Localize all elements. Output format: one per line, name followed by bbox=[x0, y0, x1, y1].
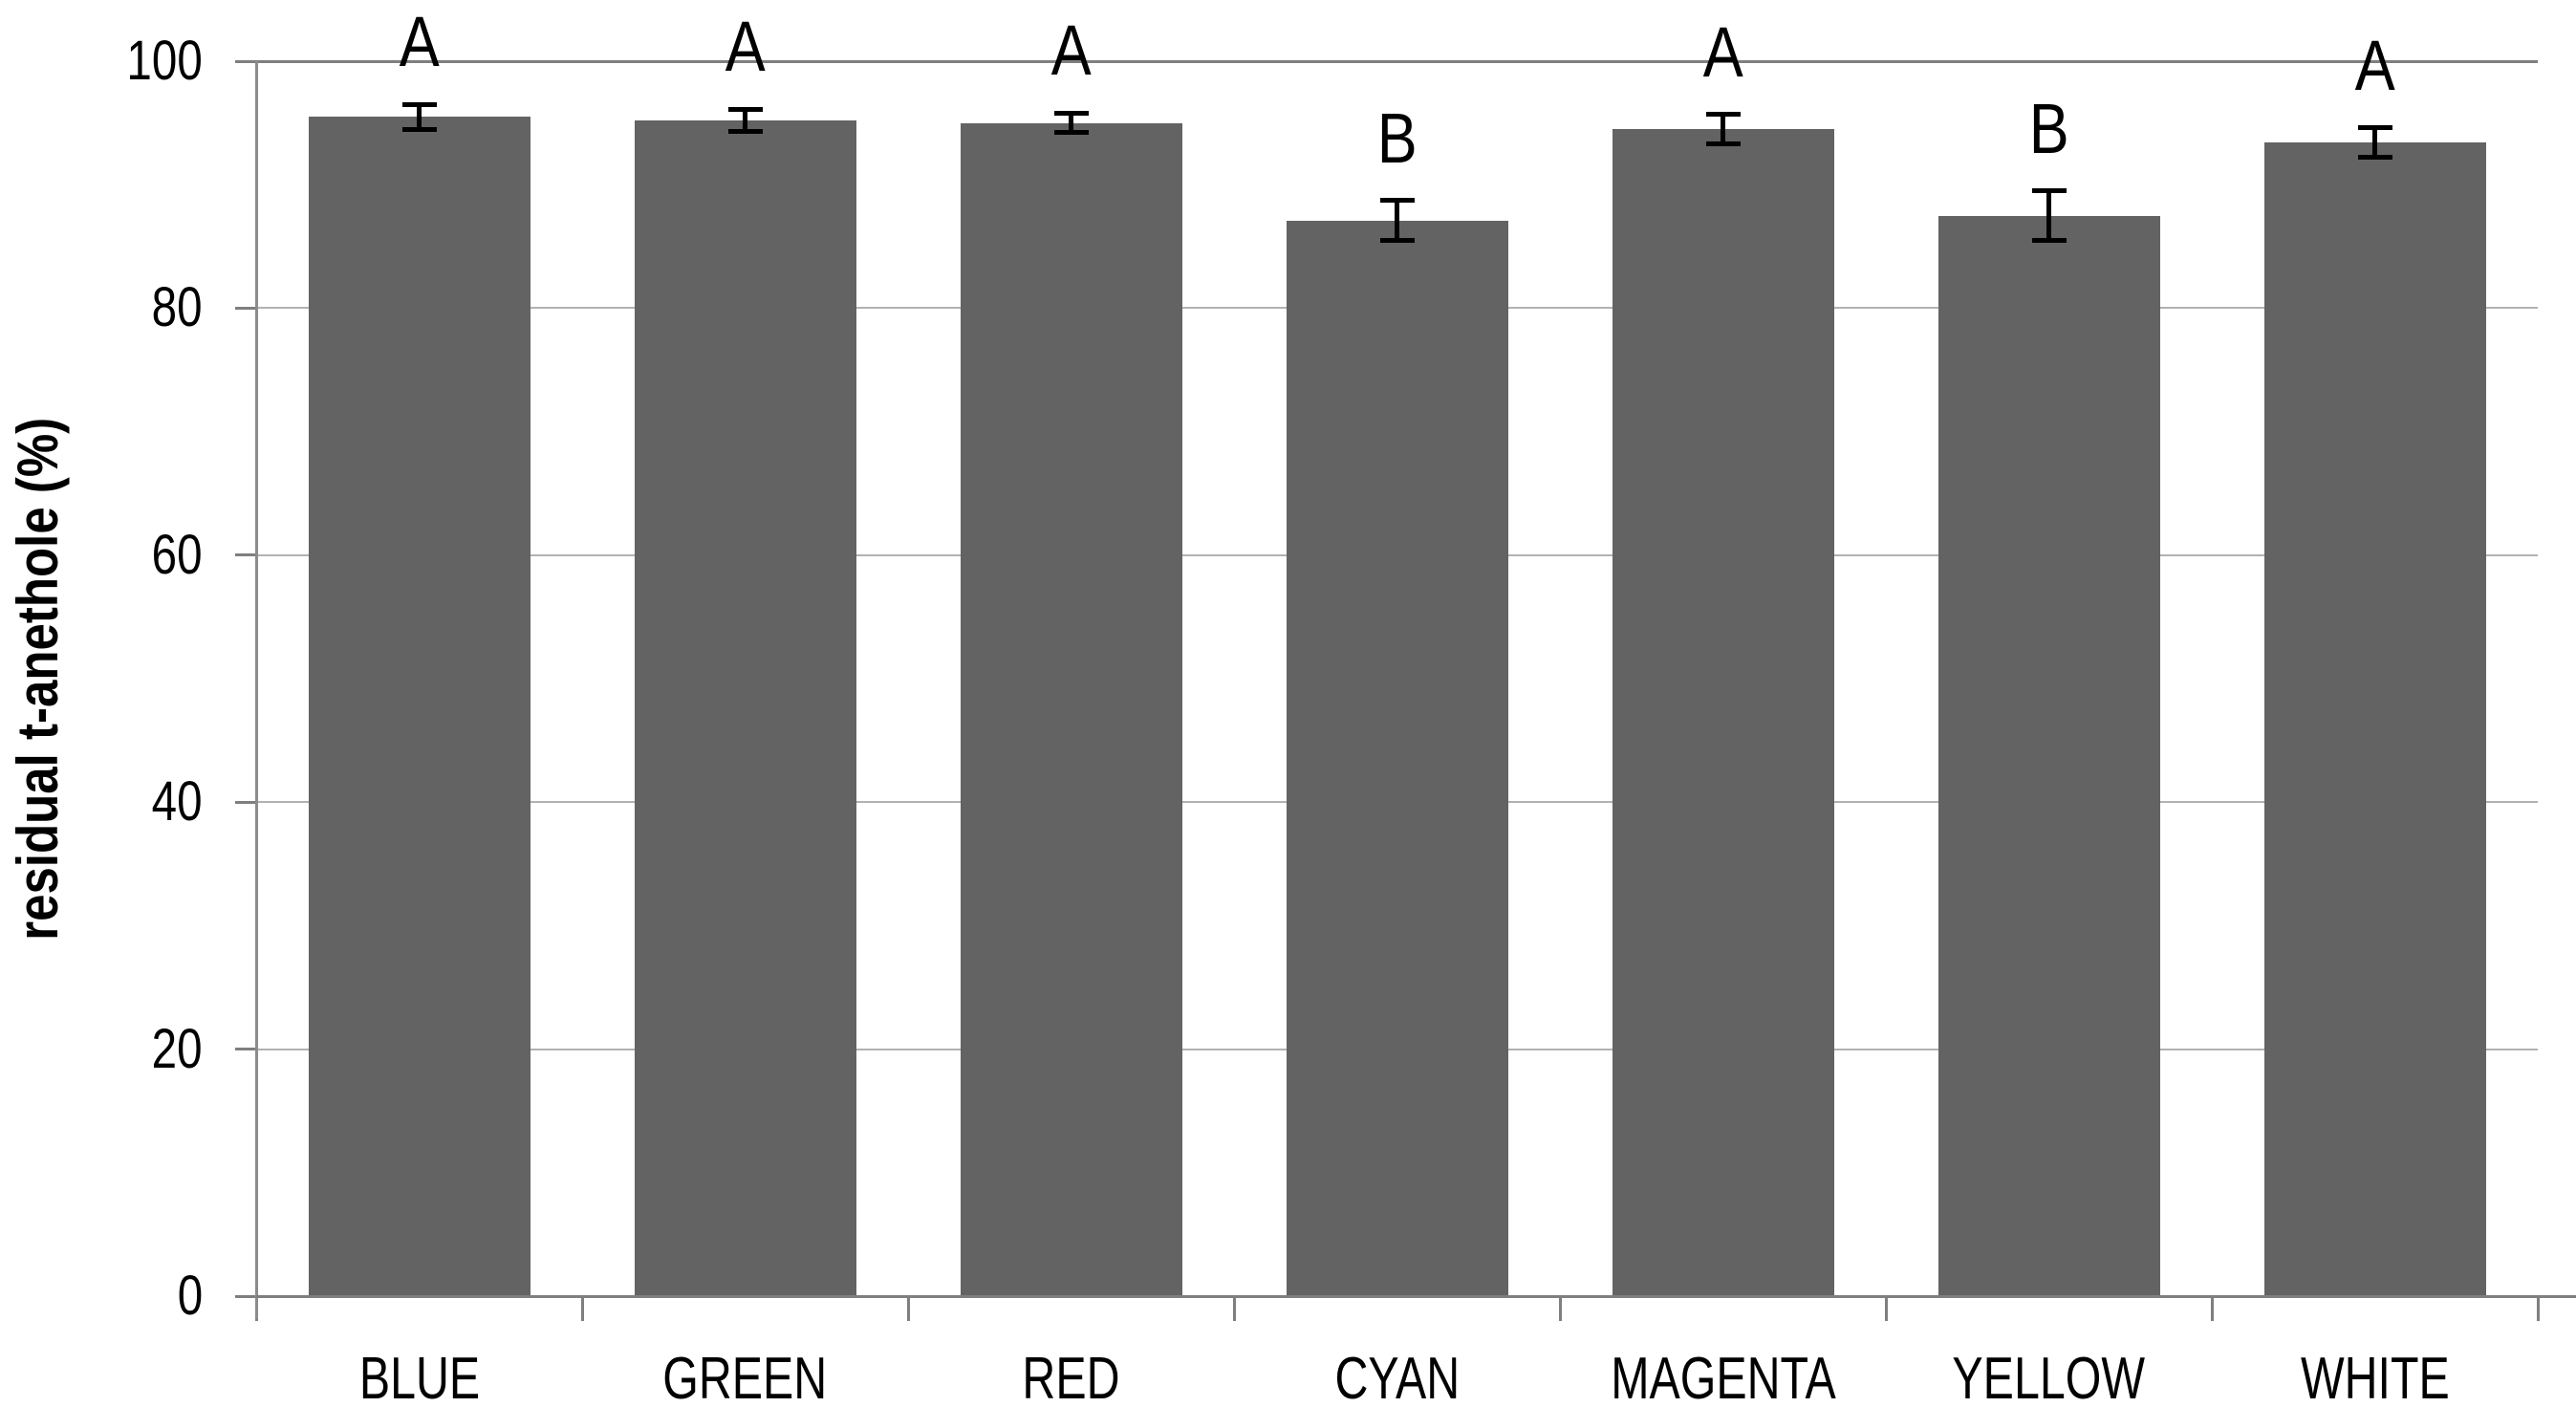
significance-letter-yellow: B bbox=[1886, 88, 2212, 168]
error-bar-cap-bottom-magenta bbox=[1705, 141, 1741, 147]
significance-letter-text: A bbox=[1702, 11, 1743, 92]
bar-white bbox=[2263, 142, 2486, 1296]
error-bar-cap-bottom-blue bbox=[401, 126, 437, 132]
significance-letter-magenta: A bbox=[1560, 11, 1886, 92]
error-bar-cap-top-white bbox=[2357, 125, 2392, 131]
error-bar-cap-bottom-cyan bbox=[1379, 237, 1415, 243]
error-bar-cap-bottom-red bbox=[1053, 130, 1089, 136]
bar-yellow bbox=[1937, 215, 2160, 1296]
significance-letter-text: A bbox=[2354, 25, 2395, 105]
y-tick-mark-20 bbox=[235, 1048, 256, 1051]
x-tick-label-text: YELLOW bbox=[1952, 1346, 2146, 1407]
y-tick-label-0: 0 bbox=[0, 1264, 203, 1329]
y-tick-label-text: 80 bbox=[152, 276, 203, 339]
significance-letter-text: B bbox=[1376, 97, 1418, 178]
x-tick-mark-5 bbox=[1884, 1296, 1888, 1321]
significance-letter-cyan: B bbox=[1234, 97, 1560, 178]
error-bar-cap-bottom-yellow bbox=[2031, 237, 2067, 243]
error-bar-line-green bbox=[743, 109, 747, 132]
x-tick-mark-1 bbox=[580, 1296, 584, 1321]
y-axis-title: residual t-anethole (%) bbox=[2, 10, 75, 1348]
significance-letter-red: A bbox=[908, 13, 1234, 88]
bar-green bbox=[634, 120, 856, 1296]
error-bar-line-cyan bbox=[1395, 200, 1399, 241]
y-axis-title-text: residual t-anethole (%) bbox=[6, 417, 70, 941]
y-tick-label-40: 40 bbox=[0, 769, 203, 834]
y-tick-label-text: 20 bbox=[152, 1017, 203, 1080]
y-tick-mark-100 bbox=[235, 59, 256, 63]
x-tick-mark-3 bbox=[1232, 1296, 1236, 1321]
x-tick-label-red: RED bbox=[908, 1346, 1234, 1407]
x-tick-label-blue: BLUE bbox=[256, 1346, 582, 1407]
x-axis-line bbox=[256, 1294, 2576, 1298]
x-tick-label-cyan: CYAN bbox=[1234, 1346, 1560, 1407]
x-tick-label-text: MAGENTA bbox=[1610, 1346, 1836, 1407]
error-bar-line-yellow bbox=[2046, 190, 2051, 241]
y-tick-label-100: 100 bbox=[0, 29, 203, 94]
y-tick-mark-80 bbox=[235, 306, 256, 310]
y-tick-label-60: 60 bbox=[0, 523, 203, 588]
x-tick-label-white: WHITE bbox=[2212, 1346, 2538, 1407]
error-bar-line-red bbox=[1069, 113, 1073, 133]
x-tick-label-text: WHITE bbox=[2300, 1346, 2450, 1407]
y-tick-mark-60 bbox=[235, 553, 256, 557]
y-tick-mark-40 bbox=[235, 800, 256, 804]
bar-red bbox=[960, 122, 1182, 1296]
x-tick-label-text: GREEN bbox=[662, 1346, 828, 1407]
gridline-y-100 bbox=[256, 59, 2538, 63]
bar-magenta bbox=[1612, 129, 1834, 1296]
significance-letter-blue: A bbox=[256, 5, 582, 79]
significance-letter-text: B bbox=[2028, 88, 2069, 168]
x-tick-label-text: CYAN bbox=[1334, 1346, 1460, 1407]
significance-letter-text: A bbox=[399, 2, 440, 82]
error-bar-cap-top-cyan bbox=[1379, 198, 1415, 204]
error-bar-line-blue bbox=[417, 104, 422, 130]
x-tick-label-green: GREEN bbox=[582, 1346, 908, 1407]
x-tick-label-text: BLUE bbox=[358, 1346, 480, 1407]
error-bar-cap-top-green bbox=[727, 106, 763, 112]
y-tick-label-text: 100 bbox=[126, 30, 203, 92]
significance-letter-text: A bbox=[725, 7, 766, 87]
x-tick-label-text: RED bbox=[1022, 1346, 1120, 1407]
significance-letter-green: A bbox=[582, 10, 908, 84]
y-axis-line bbox=[254, 61, 258, 1319]
error-bar-line-white bbox=[2372, 127, 2377, 158]
bar-blue bbox=[308, 117, 530, 1296]
x-tick-label-yellow: YELLOW bbox=[1886, 1346, 2212, 1407]
error-bar-line-magenta bbox=[1721, 114, 1725, 144]
error-bar-cap-top-red bbox=[1053, 110, 1089, 116]
x-tick-mark-4 bbox=[1558, 1296, 1562, 1321]
error-bar-cap-bottom-white bbox=[2357, 155, 2392, 161]
y-tick-label-text: 40 bbox=[152, 770, 203, 833]
bar-cyan bbox=[1286, 220, 1508, 1296]
error-bar-cap-top-blue bbox=[401, 101, 437, 107]
y-tick-label-text: 60 bbox=[152, 523, 203, 586]
significance-letter-white: A bbox=[2212, 25, 2538, 105]
y-tick-label-20: 20 bbox=[0, 1017, 203, 1082]
y-tick-mark-0 bbox=[235, 1294, 256, 1298]
x-tick-mark-7 bbox=[2536, 1296, 2540, 1321]
x-tick-mark-2 bbox=[906, 1296, 910, 1321]
error-bar-cap-top-yellow bbox=[2031, 188, 2067, 194]
error-bar-cap-top-magenta bbox=[1705, 112, 1741, 118]
y-tick-label-80: 80 bbox=[0, 275, 203, 340]
x-tick-label-magenta: MAGENTA bbox=[1560, 1346, 1886, 1407]
error-bar-cap-bottom-green bbox=[727, 129, 763, 135]
x-tick-mark-6 bbox=[2210, 1296, 2214, 1321]
significance-letter-text: A bbox=[1050, 11, 1092, 91]
y-tick-label-text: 0 bbox=[177, 1265, 203, 1327]
